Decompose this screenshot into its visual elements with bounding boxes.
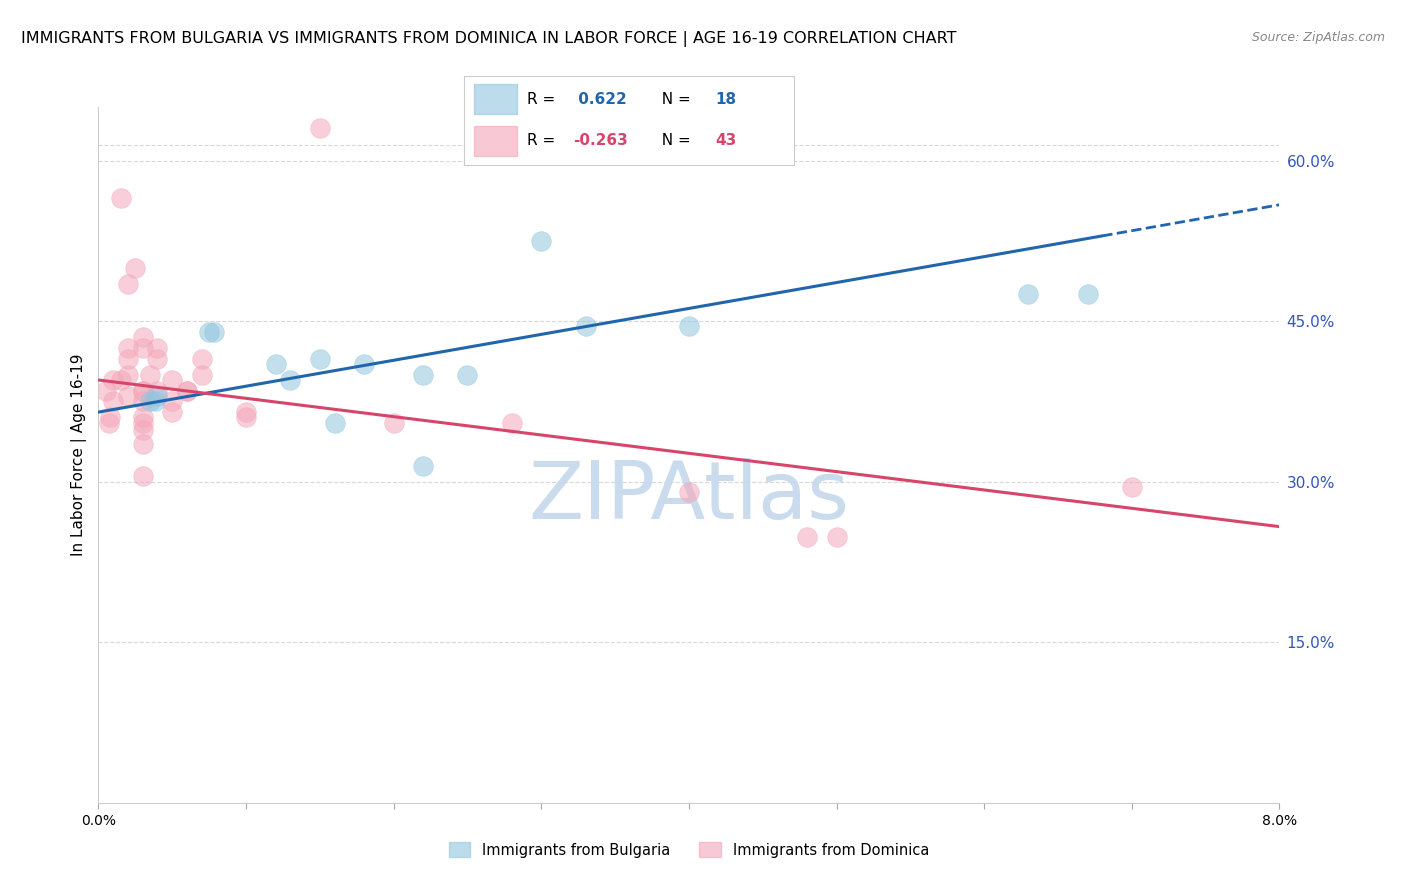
Point [132,437,155,451]
Point [98,410,121,425]
Point [146,384,169,398]
Point [191,368,214,382]
Point [235,410,257,425]
Point [117,351,139,366]
FancyBboxPatch shape [474,126,517,156]
Point [412,458,434,473]
Point [103,373,125,387]
Point [678,485,700,500]
Point [309,121,332,136]
Text: 0.622: 0.622 [574,92,627,106]
Text: Source: ZipAtlas.com: Source: ZipAtlas.com [1251,31,1385,45]
Point [575,319,598,334]
Point [162,394,183,409]
Point [530,234,553,248]
Point [143,394,166,409]
Text: N =: N = [652,92,696,106]
Point [97,416,120,430]
Point [132,330,155,344]
Point [162,405,183,419]
Point [353,357,375,371]
Point [501,416,523,430]
Point [146,341,169,355]
Point [132,341,155,355]
Legend: Immigrants from Bulgaria, Immigrants from Dominica: Immigrants from Bulgaria, Immigrants fro… [441,835,936,865]
Point [191,351,214,366]
Point [146,389,169,403]
Point [132,384,155,398]
Point [382,416,405,430]
Point [202,325,225,339]
Y-axis label: In Labor Force | Age 16-19: In Labor Force | Age 16-19 [72,353,87,557]
Point [132,469,155,483]
Point [825,530,848,544]
Point [309,351,332,366]
FancyBboxPatch shape [474,84,517,114]
Point [132,423,155,437]
Point [264,357,287,371]
Point [132,384,155,398]
Point [132,394,155,409]
Point [132,416,155,430]
Text: 18: 18 [716,92,737,106]
Point [1121,480,1143,494]
Point [198,325,221,339]
Point [176,384,198,398]
Text: 43: 43 [716,134,737,148]
Text: -0.263: -0.263 [574,134,627,148]
Point [124,260,146,275]
Point [117,368,139,382]
Point [110,191,132,205]
Point [1077,287,1099,301]
Point [117,389,139,403]
Text: N =: N = [652,134,696,148]
Point [117,277,139,291]
Point [678,319,700,334]
Point [796,530,818,544]
Point [162,373,183,387]
Point [412,368,434,382]
Point [110,373,132,387]
Text: IMMIGRANTS FROM BULGARIA VS IMMIGRANTS FROM DOMINICA IN LABOR FORCE | AGE 16-19 : IMMIGRANTS FROM BULGARIA VS IMMIGRANTS F… [21,31,956,47]
Point [280,373,302,387]
Point [1018,287,1040,301]
Point [235,405,257,419]
Point [146,351,169,366]
Point [103,394,125,409]
Point [457,368,479,382]
Point [176,384,198,398]
Point [323,416,346,430]
Point [117,341,139,355]
Point [139,368,162,382]
Point [132,410,155,425]
Text: R =: R = [527,92,560,106]
Point [139,394,162,409]
Point [94,384,117,398]
Text: ZIPAtlas: ZIPAtlas [529,458,849,536]
Text: R =: R = [527,134,560,148]
